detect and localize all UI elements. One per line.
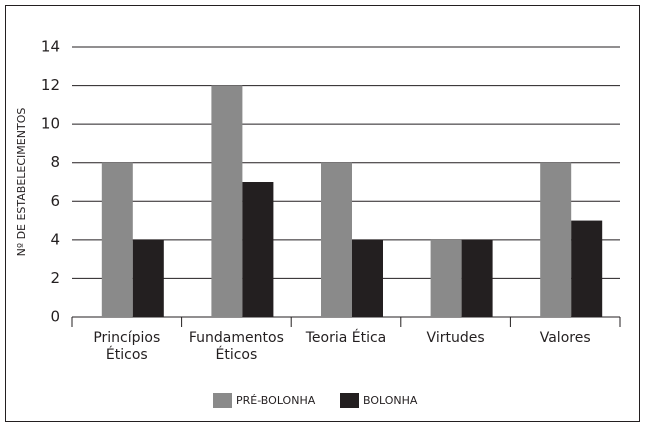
y-tick-label: 12	[41, 76, 60, 94]
y-tick-label: 6	[50, 192, 60, 210]
y-tick-label: 10	[41, 115, 60, 133]
bar	[132, 239, 164, 317]
y-tick-label: 14	[41, 38, 60, 56]
x-tick-label: Virtudes	[426, 330, 485, 346]
legend-label: PRÉ-BOLONHA	[236, 394, 316, 407]
y-tick-label: 0	[50, 308, 60, 326]
legend-label: BOLONHA	[363, 394, 418, 407]
bar	[461, 239, 493, 317]
bar	[242, 182, 274, 317]
y-tick-label: 8	[50, 153, 60, 171]
bar	[352, 239, 383, 317]
x-tick-label: Fundamentos Éticos	[188, 330, 284, 363]
y-axis-label: Nº DE ESTABELECIMENTOS	[15, 108, 28, 257]
bar	[211, 85, 243, 317]
bar	[571, 220, 603, 317]
x-tick-label: Princípios Éticos	[93, 330, 161, 363]
y-tick-label: 2	[50, 269, 60, 287]
bar	[540, 162, 572, 317]
x-tick-label: Teoria Ética	[305, 330, 387, 346]
x-tick-label: Valores	[539, 330, 591, 346]
y-tick-label: 4	[50, 230, 60, 248]
bar	[430, 239, 462, 317]
legend-swatch	[340, 393, 359, 408]
frame	[5, 5, 640, 422]
bar	[321, 162, 352, 317]
bar	[101, 162, 133, 317]
legend-swatch	[213, 393, 232, 408]
